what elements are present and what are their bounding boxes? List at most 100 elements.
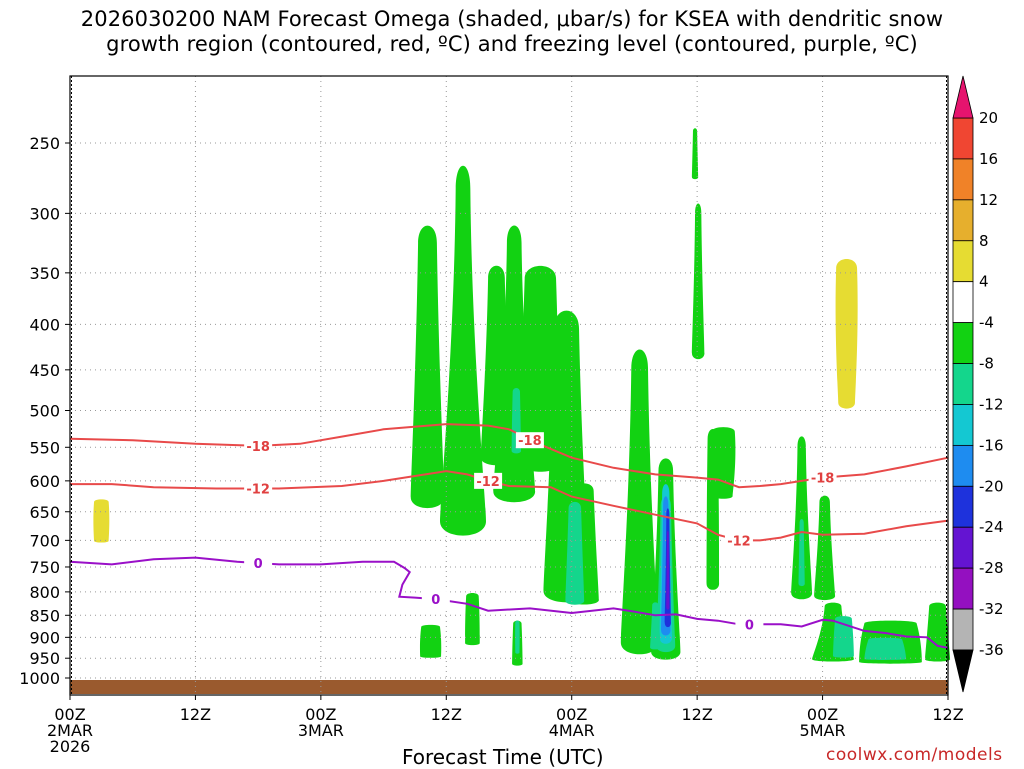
omega-area [634,494,639,546]
y-tick-label: 550 [29,438,60,457]
y-tick-label: 1000 [19,669,60,688]
contours: -18 -18 -18 -12 -12 -12 0 0 0 [69,423,949,649]
contour-dgz-minus18-label-bg [808,469,837,486]
colorbar-label: -24 [979,518,1004,536]
contour-dgz-minus12-label-bg [724,532,753,549]
x-axis-label: Forecast Time (UTC) [402,745,604,769]
x-tick-year: 2026 [50,737,91,756]
contour-dgz-minus12-label-bg [244,480,273,497]
colorbar-label: 12 [979,191,998,209]
colorbar-box [952,567,974,610]
y-tick-label: 450 [29,361,60,380]
x-tick-date: 2MAR [47,721,93,740]
colorbar: 20 16 12 8 4 -4 -8 -12 -16 -20 -24 -28 -32 -36 [952,75,1004,693]
colorbar-box [952,117,974,160]
omega-area [93,499,110,543]
contour-dgz-minus18-label-bg [244,437,273,454]
omega-area [864,637,907,660]
colorbar-box [952,444,974,487]
colorbar-box [952,158,974,201]
omega-area [835,259,858,409]
contour-freezing-level-label: 0 [745,618,754,633]
x-tick-label: 12Z [681,705,712,724]
x-tick-date: 5MAR [800,721,846,740]
contour-freezing-level-label-bg [421,591,450,608]
contour-dgz-minus18 [69,423,949,489]
x-tick-label: 00Z [807,705,838,724]
colorbar-box [952,281,974,324]
contour-dgz-minus18-label: -18 [246,440,270,455]
colorbar-label: -4 [979,314,994,332]
plot-frame [69,75,949,696]
omega-area [521,265,560,472]
colorbar-label: -12 [979,395,1004,413]
omega-area [440,165,487,536]
y-tick-label: 500 [29,402,60,421]
colorbar-box [952,608,974,651]
x-tick-label: 12Z [431,705,462,724]
colorbar-box [952,363,974,405]
colorbar-label: 20 [979,109,998,127]
contour-dgz-minus18-label: -18 [518,434,542,449]
x-tick-date: 4MAR [549,721,595,740]
colorbar-label: -28 [979,559,1004,577]
chart-title-line1: 2026030200 NAM Forecast Omega (shaded, μ… [80,7,944,31]
contour-freezing-level-label: 0 [254,557,263,572]
colorbar-label: -20 [979,477,1004,495]
omega-area [565,501,585,605]
colorbar-label: -16 [979,436,1004,454]
chart-title-line2: growth region (contoured, red, ºC) and f… [106,32,918,56]
y-tick-label: 350 [29,264,60,283]
axes: 250 300 350 400 450 500 550 600 650 700 750 800 850 9… [19,75,964,756]
omega-area [798,519,805,587]
contour-dgz-minus18-label-bg [515,432,544,449]
colorbar-label: -36 [979,641,1004,659]
omega-area [814,495,836,601]
contour-freezing-level [69,556,949,649]
colorbar-box [952,199,974,242]
y-tick-label: 400 [29,315,60,334]
y-tick-label: 800 [29,583,60,602]
contour-dgz-minus12-label-bg [474,472,503,489]
omega-area [691,203,705,360]
x-tick-label: 00Z [54,705,85,724]
y-tick-label: 650 [29,503,60,522]
colorbar-label: 4 [979,273,989,291]
omega-area [515,620,520,654]
y-tick-label: 250 [29,134,60,153]
x-tick-date: 3MAR [298,721,344,740]
colorbar-box [952,240,974,283]
y-tick-label: 700 [29,531,60,550]
omega-area [620,349,659,655]
contour-freezing-level-label-bg [244,555,273,572]
colorbar-triangle-top [952,75,974,119]
colorbar-box [952,322,974,364]
chart-title: 2026030200 NAM Forecast Omega (shaded, μ… [0,7,1024,57]
colorbar-label: 16 [979,150,998,168]
colorbar-box [952,526,974,569]
omega-area [711,427,736,499]
ground-shading [70,680,948,694]
contour-dgz-minus12-label: -12 [476,475,500,490]
x-tick-label: 00Z [556,705,587,724]
y-tick-label: 900 [29,628,60,647]
colorbar-box [952,485,974,528]
omega-area [465,592,480,646]
colorbar-box [952,404,974,446]
contour-dgz-minus12-label: -12 [246,483,270,498]
colorbar-label: -8 [979,355,994,373]
contour-dgz-minus18-label: -18 [811,472,835,487]
y-tick-label: 750 [29,558,60,577]
x-tick-label: 12Z [932,705,963,724]
credit-link[interactable]: coolwx.com/models [826,745,1003,765]
x-tick-label: 12Z [180,705,211,724]
omega-area [666,530,670,610]
omega-shading [70,128,951,694]
contour-dgz-minus12-label: -12 [727,534,751,549]
omega-area [419,624,442,658]
omega-area [791,436,813,600]
y-tick-label: 850 [29,606,60,625]
x-tick-label: 00Z [305,705,336,724]
y-tick-label: 600 [29,472,60,491]
